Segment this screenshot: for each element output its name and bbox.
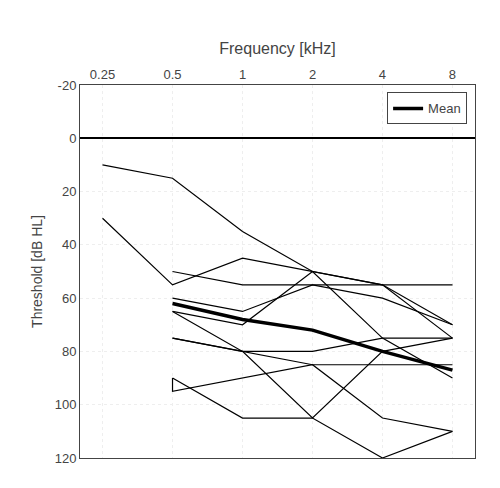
svg-text:-20: -20 xyxy=(58,78,77,93)
svg-text:0.5: 0.5 xyxy=(163,67,181,82)
svg-text:60: 60 xyxy=(62,291,76,306)
svg-text:4: 4 xyxy=(379,67,386,82)
svg-text:20: 20 xyxy=(62,184,76,199)
svg-text:1: 1 xyxy=(239,67,246,82)
svg-text:40: 40 xyxy=(62,237,76,252)
svg-text:0.25: 0.25 xyxy=(90,67,115,82)
svg-text:100: 100 xyxy=(55,397,77,412)
svg-text:0: 0 xyxy=(69,131,76,146)
svg-text:120: 120 xyxy=(55,451,77,466)
svg-text:Mean: Mean xyxy=(428,101,461,116)
svg-text:80: 80 xyxy=(62,344,76,359)
svg-text:8: 8 xyxy=(449,67,456,82)
svg-text:Threshold [dB HL]: Threshold [dB HL] xyxy=(29,215,45,328)
svg-text:2: 2 xyxy=(309,67,316,82)
svg-text:Frequency [kHz]: Frequency [kHz] xyxy=(219,40,335,57)
